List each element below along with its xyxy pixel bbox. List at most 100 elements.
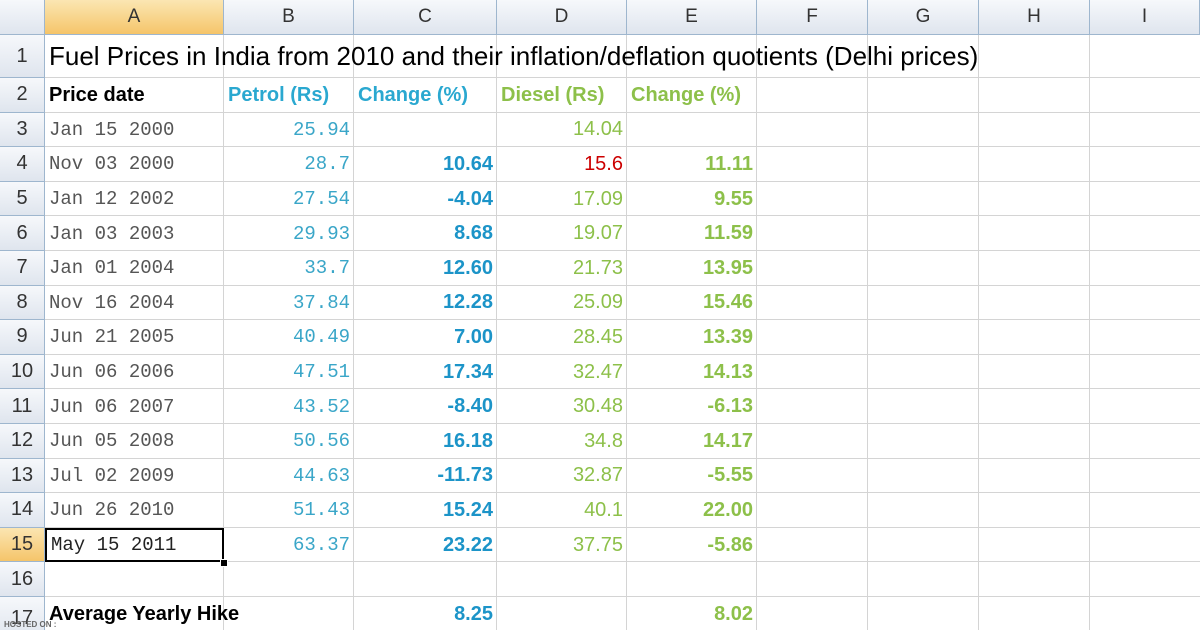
column-header[interactable]: F xyxy=(757,0,868,35)
row-header[interactable]: 13 xyxy=(0,458,45,494)
petrol-change[interactable]: 23.22 xyxy=(442,533,493,556)
grid-line xyxy=(45,492,1200,494)
diesel-change[interactable]: 13.95 xyxy=(702,256,753,279)
petrol-price[interactable]: 44.63 xyxy=(292,464,350,487)
sheet-title: Fuel Prices in India from 2010 and their… xyxy=(49,41,979,71)
grid-line xyxy=(45,388,1200,390)
row-header[interactable]: 12 xyxy=(0,424,45,459)
diesel-price[interactable]: 32.47 xyxy=(572,360,623,383)
petrol-price[interactable]: 37.84 xyxy=(292,291,350,314)
diesel-price[interactable]: 32.87 xyxy=(572,464,623,487)
row-header[interactable]: 6 xyxy=(0,216,45,251)
diesel-price[interactable]: 28.45 xyxy=(572,325,623,348)
petrol-change[interactable]: -4.04 xyxy=(447,187,493,210)
row-header[interactable]: 8 xyxy=(0,285,45,321)
petrol-price[interactable]: 28.7 xyxy=(304,153,350,176)
diesel-change[interactable]: -5.86 xyxy=(707,533,753,556)
grid-line xyxy=(1089,35,1090,630)
date-cell[interactable]: Jun 06 2006 xyxy=(49,361,175,384)
select-all[interactable] xyxy=(0,0,45,35)
petrol-price[interactable]: 33.7 xyxy=(304,257,350,280)
row-header[interactable]: 9 xyxy=(0,320,45,355)
date-cell[interactable]: Jan 15 2000 xyxy=(49,118,175,141)
petrol-price[interactable]: 47.51 xyxy=(292,361,350,384)
row-header[interactable]: 15 xyxy=(0,527,45,563)
petrol-price[interactable]: 40.49 xyxy=(292,326,350,349)
diesel-price[interactable]: 14.04 xyxy=(572,118,623,141)
petrol-price[interactable]: 29.93 xyxy=(292,222,350,245)
row-header[interactable]: 10 xyxy=(0,354,45,390)
petrol-change[interactable]: 16.18 xyxy=(442,429,493,452)
date-cell[interactable]: Jan 01 2004 xyxy=(49,257,175,280)
petrol-change[interactable]: 12.60 xyxy=(442,256,493,279)
date-cell[interactable]: Jun 06 2007 xyxy=(49,395,175,418)
diesel-change[interactable]: -6.13 xyxy=(707,395,753,418)
summary-label: Average Yearly Hike xyxy=(49,602,240,625)
petrol-change[interactable]: 17.34 xyxy=(442,360,493,383)
petrol-change[interactable]: 7.00 xyxy=(454,325,493,348)
diesel-price[interactable]: 40.1 xyxy=(584,498,623,521)
grid-line xyxy=(626,35,627,630)
date-cell[interactable]: Jan 03 2003 xyxy=(49,222,175,245)
diesel-change[interactable]: -5.55 xyxy=(707,464,753,487)
column-header[interactable]: G xyxy=(868,0,979,35)
petrol-change[interactable]: 8.68 xyxy=(454,222,493,245)
column-header[interactable]: E xyxy=(627,0,757,35)
column-header[interactable]: H xyxy=(979,0,1090,35)
diesel-change[interactable]: 13.39 xyxy=(702,325,753,348)
grid-line xyxy=(45,215,1200,217)
row-header[interactable]: 1 xyxy=(0,35,45,78)
petrol-price[interactable]: 25.94 xyxy=(292,118,350,141)
date-cell[interactable]: Nov 16 2004 xyxy=(49,291,175,314)
petrol-price[interactable]: 50.56 xyxy=(292,430,350,453)
date-cell[interactable]: Jul 02 2009 xyxy=(49,464,175,487)
date-cell[interactable]: Jun 05 2008 xyxy=(49,430,175,453)
column-header[interactable]: I xyxy=(1090,0,1200,35)
diesel-price[interactable]: 15.6 xyxy=(584,152,623,175)
diesel-price[interactable]: 34.8 xyxy=(584,429,623,452)
diesel-change[interactable]: 15.46 xyxy=(702,291,753,314)
diesel-change[interactable]: 14.13 xyxy=(702,360,753,383)
row-header[interactable]: 5 xyxy=(0,181,45,217)
petrol-change[interactable]: 15.24 xyxy=(442,498,493,521)
diesel-change[interactable]: 14.17 xyxy=(702,429,753,452)
grid-line xyxy=(223,35,224,630)
diesel-change[interactable]: 11.11 xyxy=(705,152,753,175)
diesel-price[interactable]: 37.75 xyxy=(572,533,623,556)
row-header[interactable]: 14 xyxy=(0,493,45,528)
row-header[interactable]: 16 xyxy=(0,562,45,597)
date-cell[interactable]: Jan 12 2002 xyxy=(49,188,175,211)
row-header[interactable]: 7 xyxy=(0,251,45,286)
diesel-price[interactable]: 25.09 xyxy=(572,291,623,314)
date-cell[interactable]: Nov 03 2000 xyxy=(49,153,175,176)
petrol-change[interactable]: 10.64 xyxy=(442,152,493,175)
diesel-price[interactable]: 17.09 xyxy=(572,187,623,210)
row-header[interactable]: 17 xyxy=(0,597,45,630)
row-header[interactable]: 4 xyxy=(0,147,45,182)
date-cell[interactable]: Jun 26 2010 xyxy=(49,499,175,522)
column-header[interactable]: C xyxy=(354,0,497,35)
petrol-price[interactable]: 27.54 xyxy=(292,188,350,211)
petrol-price[interactable]: 63.37 xyxy=(292,534,350,557)
diesel-change[interactable]: 9.55 xyxy=(714,187,753,210)
grid-line xyxy=(45,180,1200,182)
petrol-price[interactable]: 51.43 xyxy=(292,499,350,522)
diesel-price[interactable]: 30.48 xyxy=(572,395,623,418)
petrol-change[interactable]: -8.40 xyxy=(447,395,493,418)
date-cell[interactable]: Jun 21 2005 xyxy=(49,326,175,349)
column-header[interactable]: B xyxy=(224,0,354,35)
row-header[interactable]: 11 xyxy=(0,389,45,424)
diesel-change[interactable]: 11.59 xyxy=(704,222,753,245)
grid-line xyxy=(45,526,1200,528)
petrol-change[interactable]: 12.28 xyxy=(442,291,493,314)
diesel-price[interactable]: 21.73 xyxy=(572,256,623,279)
diesel-change[interactable]: 22.00 xyxy=(702,498,753,521)
row-header[interactable]: 2 xyxy=(0,78,45,113)
petrol-change[interactable]: -11.73 xyxy=(437,464,493,487)
column-header[interactable]: A xyxy=(45,0,224,35)
row-header[interactable]: 3 xyxy=(0,112,45,148)
diesel-price[interactable]: 19.07 xyxy=(572,222,623,245)
selected-cell[interactable]: May 15 2011 xyxy=(45,527,224,563)
column-header[interactable]: D xyxy=(497,0,627,35)
petrol-price[interactable]: 43.52 xyxy=(292,395,350,418)
